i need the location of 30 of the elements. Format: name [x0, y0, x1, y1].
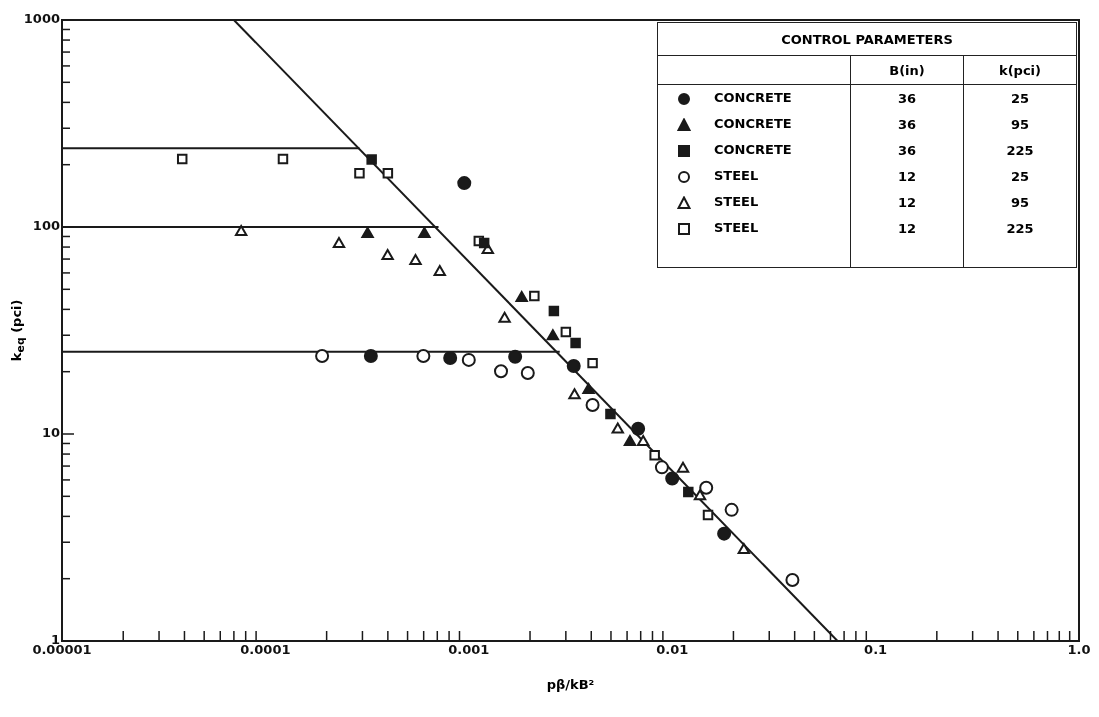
annotation: 95	[963, 111, 1077, 137]
x-tick-label: 0.0001	[240, 642, 291, 658]
y-tick-label: 10	[41, 425, 60, 441]
annotation: 12	[850, 215, 964, 241]
annotation: 25	[963, 163, 1077, 189]
annotation: 12	[850, 163, 964, 189]
legend-label: CONCRETE	[714, 116, 792, 132]
legend-label: STEEL	[714, 194, 759, 210]
legend-label: CONCRETE	[714, 142, 792, 158]
annotation: 95	[963, 189, 1077, 215]
x-tick-label: 0.01	[656, 642, 689, 658]
x-tick-label: 1.0	[1067, 642, 1091, 658]
legend-label: STEEL	[714, 220, 759, 236]
x-tick-label: 0.001	[448, 642, 490, 658]
y-tick-label: 100	[32, 218, 60, 234]
annotation: 225	[963, 215, 1077, 241]
x-tick-label: 0.1	[864, 642, 888, 658]
legend-label: CONCRETE	[714, 90, 792, 106]
annotation: 36	[850, 84, 964, 111]
annotation: 25	[963, 84, 1077, 111]
legend-label: STEEL	[714, 168, 759, 184]
annotation: B(in)	[850, 55, 964, 85]
annotation: k(pci)	[963, 55, 1077, 85]
annotation: 36	[850, 137, 964, 163]
annotation: 36	[850, 111, 964, 137]
y-tick-label: 1000	[23, 11, 60, 27]
annotation: 12	[850, 189, 964, 215]
legend-title: CONTROL PARAMETERS	[780, 30, 954, 49]
x-axis-title: pβ/kB²	[545, 677, 596, 692]
annotation: 225	[963, 137, 1077, 163]
